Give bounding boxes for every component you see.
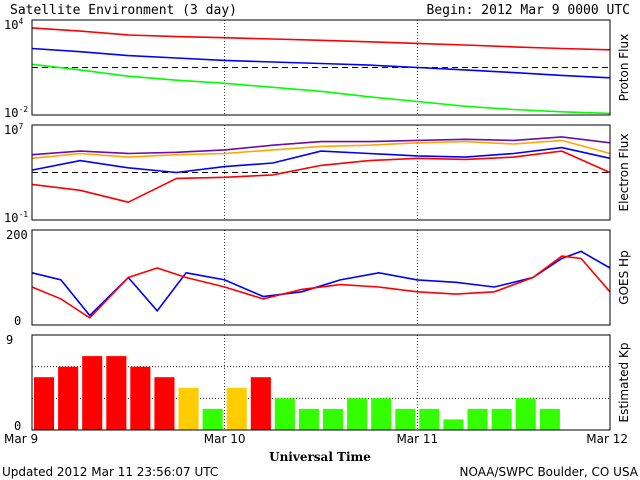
kp-bar [58,366,79,430]
kp-bar [371,398,392,430]
y-tick-exponent: 4 [18,17,23,26]
y-tick-label: 10-1 [4,210,28,225]
y-tick-exponent: 7 [18,122,23,131]
series-red-line [31,150,611,204]
kp-bar [202,408,223,430]
panel-ylabel: GOES Hp [617,250,631,304]
kp-bar [419,408,440,430]
panel-ylabel: Estimated Kp [617,343,631,423]
kp-bar [154,377,175,430]
x-axis-ticks: Mar 9 Mar 10 Mar 11 Mar 12 [4,432,628,446]
y-tick-exponent: -2 [18,105,28,114]
kp-bar [34,377,55,430]
panel-proton: 104 10-2 Proton Flux [4,17,631,120]
x-tick-label: Mar 9 [4,432,38,446]
series-orange-line [31,139,611,160]
panel-frame [31,19,611,116]
panel-frame [31,334,611,431]
panel-hp: 200 0 GOES Hp [6,228,631,328]
kp-bar [515,398,536,430]
updated-timestamp: Updated 2012 Mar 11 23:56:07 UTC [2,465,218,479]
series-purple-line [31,136,611,156]
kp-bar [443,419,464,430]
panel-ylabel: Electron Flux [617,134,631,212]
begin-time: Begin: 2012 Mar 9 0000 UTC [427,3,631,18]
y-tick-exponent: -1 [18,210,28,219]
kp-bar [178,387,199,430]
kp-bar [274,398,295,430]
x-tick-label: Mar 12 [586,432,628,446]
kp-bar [82,356,103,430]
y-tick-label: 200 [6,228,28,242]
kp-bar [323,408,344,430]
kp-bar [491,408,512,430]
kp-bar [130,366,151,430]
panel-frame [31,229,611,326]
y-tick-label: 10-2 [4,105,28,120]
x-tick-label: Mar 10 [204,432,246,446]
chart-title: Satellite Environment (3 day) [10,3,237,18]
kp-bar [347,398,368,430]
y-tick-label: 0 [14,314,21,328]
series-blue-line [31,47,611,79]
y-tick-label: 104 [4,17,23,32]
kp-bar [106,356,127,430]
y-tick-label: 9 [6,333,13,347]
credit-text: NOAA/SWPC Boulder, CO USA [460,465,639,479]
panel-ylabel: Proton Flux [617,34,631,101]
y-tick-label: 0 [14,419,21,433]
kp-bar [226,387,247,430]
series-blue-line [31,146,611,174]
kp-bar [395,408,416,430]
x-axis-label: Universal Time [269,450,371,464]
series-red-line [31,27,611,51]
kp-bar [467,408,488,430]
series-blue-line [31,250,611,317]
kp-bar [298,408,319,430]
panel-electron: 107 10-1 Electron Flux [4,122,631,225]
panels: 104 10-2 Proton Flux 107 10-1 Electron Flux 20… [4,17,631,433]
panel-frame [31,124,611,221]
series-red-line [31,255,611,319]
x-tick-label: Mar 11 [396,432,438,446]
series-green-line [31,63,611,115]
panel-kp: 9 0 Estimated Kp [6,333,631,433]
kp-bar [250,377,271,430]
kp-bar [539,408,560,430]
y-tick-label: 107 [4,122,23,137]
